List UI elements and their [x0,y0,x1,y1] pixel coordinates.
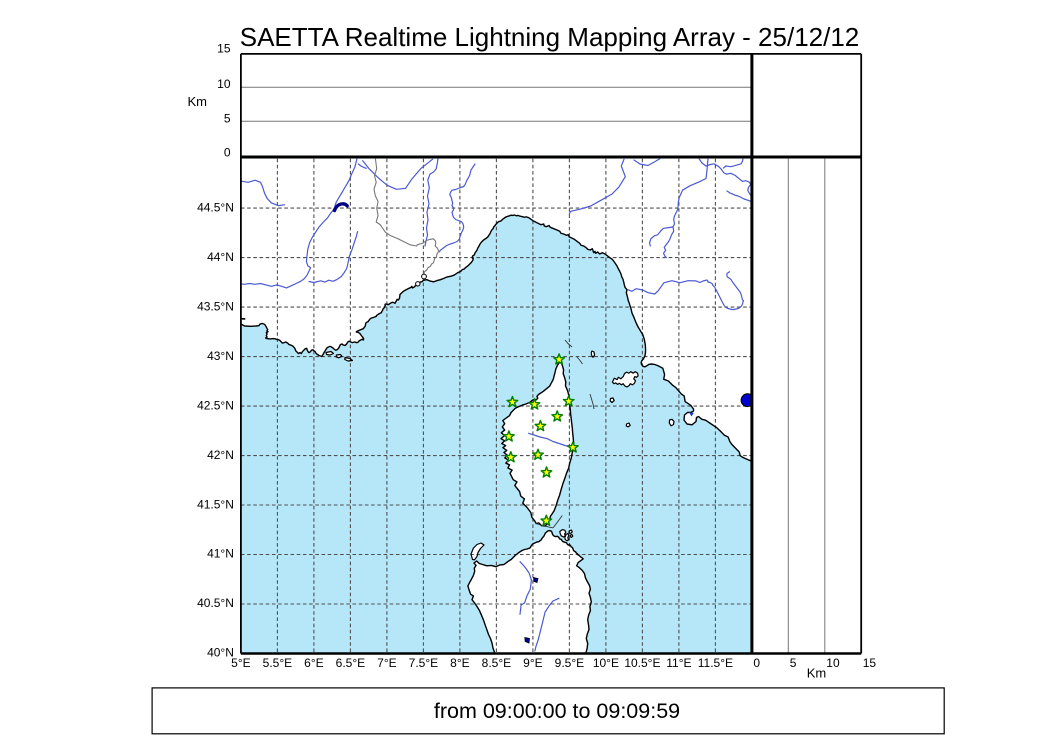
svg-text:5.5°E: 5.5°E [263,656,292,670]
svg-text:10°E: 10°E [593,656,619,670]
svg-text:Km: Km [807,666,827,681]
svg-text:5°E: 5°E [231,656,250,670]
svg-text:43°N: 43°N [207,349,234,363]
svg-text:SAETTA Realtime Lightning Mapp: SAETTA Realtime Lightning Mapping Array … [240,22,860,52]
svg-text:41°N: 41°N [207,547,234,561]
svg-text:10.5°E: 10.5°E [624,656,660,670]
svg-text:7°E: 7°E [377,656,396,670]
svg-text:7.5°E: 7.5°E [409,656,438,670]
svg-text:42°N: 42°N [207,448,234,462]
svg-text:10: 10 [826,656,840,670]
svg-text:44°N: 44°N [207,250,234,264]
svg-text:9.5°E: 9.5°E [555,656,584,670]
svg-text:44.5°N: 44.5°N [197,200,234,214]
svg-text:8.5°E: 8.5°E [482,656,511,670]
svg-text:0: 0 [224,145,231,159]
svg-text:42.5°N: 42.5°N [197,398,234,412]
svg-text:Km: Km [188,94,208,109]
svg-text:10: 10 [217,77,231,91]
svg-text:6°E: 6°E [304,656,323,670]
svg-text:0: 0 [753,656,760,670]
svg-text:43.5°N: 43.5°N [197,299,234,313]
svg-text:5: 5 [224,111,231,125]
svg-text:40.5°N: 40.5°N [197,596,234,610]
svg-text:40°N: 40°N [207,646,234,660]
svg-text:11°E: 11°E [666,656,691,670]
svg-text:15: 15 [863,656,877,670]
svg-text:11.5°E: 11.5°E [698,656,733,670]
svg-text:15: 15 [217,42,231,56]
svg-text:5: 5 [790,656,797,670]
svg-text:8°E: 8°E [450,656,469,670]
svg-text:9°E: 9°E [523,656,542,670]
svg-text:41.5°N: 41.5°N [197,497,234,511]
svg-text:from 09:00:00 to 09:09:59: from 09:00:00 to 09:09:59 [434,699,680,723]
svg-text:6.5°E: 6.5°E [336,656,365,670]
